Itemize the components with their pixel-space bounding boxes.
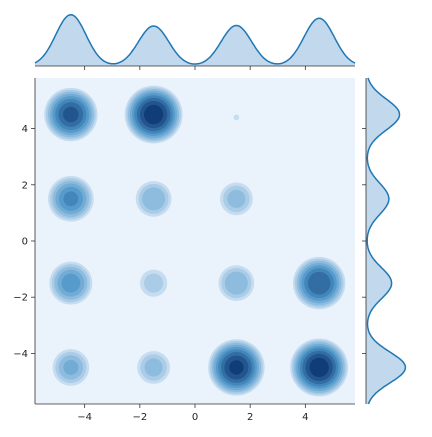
kde-contour-level bbox=[143, 104, 164, 125]
kde-contour-level bbox=[309, 357, 329, 378]
kde-contour-level bbox=[61, 273, 81, 293]
top-marginal-fill bbox=[35, 14, 355, 66]
kde-cluster bbox=[292, 256, 346, 310]
kde-cluster bbox=[48, 176, 94, 222]
kde-contour-level bbox=[227, 189, 246, 208]
kde-cluster bbox=[135, 180, 172, 217]
density-contours bbox=[44, 85, 349, 397]
kde-cluster bbox=[124, 85, 183, 144]
kde-contour-level bbox=[63, 359, 79, 375]
kde-cluster bbox=[219, 182, 253, 216]
x-tick-label: 2 bbox=[247, 412, 253, 423]
y-tick-label: 4 bbox=[22, 124, 28, 135]
kde-contour-level bbox=[144, 358, 163, 377]
kde-contour-level bbox=[233, 114, 240, 121]
kde-cluster bbox=[218, 265, 255, 302]
y-tick-label: 0 bbox=[22, 237, 28, 248]
kde-contour-level bbox=[142, 187, 166, 211]
top-marginal-line bbox=[34, 13, 356, 65]
kde-contour-level bbox=[224, 271, 248, 295]
kde-contour-level bbox=[229, 360, 244, 375]
kde-cluster bbox=[290, 338, 349, 397]
kde-cluster bbox=[44, 87, 98, 142]
kde-cluster bbox=[208, 339, 265, 396]
top-marginal-kde bbox=[34, 13, 356, 66]
right-marginal-line bbox=[366, 77, 407, 405]
y-tick-label: −2 bbox=[13, 293, 28, 304]
y-tick-label: −4 bbox=[13, 349, 28, 360]
x-tick-label: −4 bbox=[77, 412, 92, 423]
kde-contour-level bbox=[63, 191, 79, 207]
main-plot bbox=[35, 78, 355, 404]
kde-contour-level bbox=[63, 106, 79, 123]
kde-cluster bbox=[52, 349, 90, 386]
x-tick-label: 0 bbox=[192, 412, 198, 423]
kde-cluster bbox=[137, 351, 171, 384]
kde-cluster bbox=[140, 269, 168, 297]
y-tick-label: 2 bbox=[22, 180, 28, 191]
axes: −4 −2 0 2 4 −4 −2 0 2 4 bbox=[13, 65, 367, 423]
x-tick-label: −2 bbox=[132, 412, 147, 423]
kde-contour-level bbox=[144, 273, 164, 293]
right-marginal-kde bbox=[366, 77, 407, 405]
kde-contour-level bbox=[307, 271, 331, 295]
kde-cluster bbox=[233, 114, 240, 121]
x-tick-label: 4 bbox=[302, 412, 308, 423]
right-marginal-fill bbox=[366, 78, 406, 404]
kde-cluster bbox=[49, 261, 93, 305]
